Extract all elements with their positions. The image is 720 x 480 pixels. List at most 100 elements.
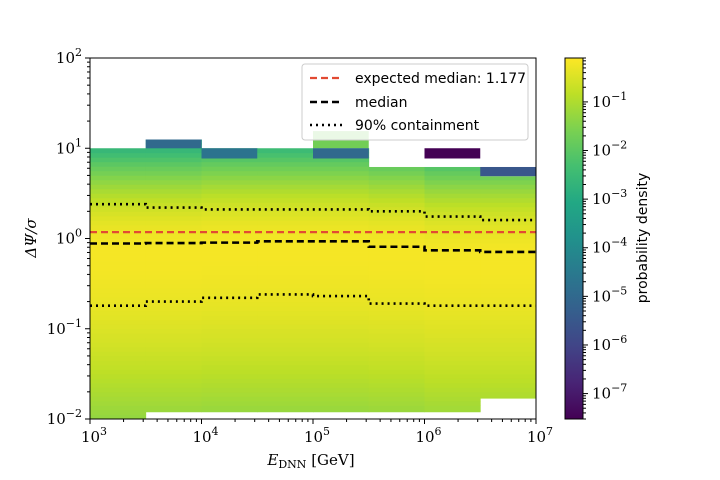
heatmap-cell bbox=[313, 324, 370, 330]
heatmap-cell bbox=[145, 337, 202, 343]
heatmap-cell bbox=[313, 297, 370, 303]
heatmap-cell bbox=[145, 261, 202, 266]
heatmap-cell bbox=[313, 378, 370, 384]
x-tick-label: 105 bbox=[304, 425, 330, 446]
heatmap-cell bbox=[313, 148, 369, 159]
heatmap-cell bbox=[313, 157, 370, 163]
heatmap-cell bbox=[145, 215, 202, 221]
heatmap-cell bbox=[480, 238, 536, 244]
heatmap-cell bbox=[201, 220, 258, 226]
heatmap-cell bbox=[368, 328, 425, 334]
heatmap-cell bbox=[90, 243, 147, 248]
heatmap-cell bbox=[201, 274, 258, 280]
heatmap-cell bbox=[145, 161, 202, 167]
heatmap-cell bbox=[145, 206, 202, 212]
heatmap-cell bbox=[90, 400, 147, 406]
colorbar: 10−7 10−6 10−5 10−4 10−3 10−2 10−1 probability… bbox=[564, 57, 651, 420]
heatmap-cell bbox=[480, 310, 536, 316]
heatmap-cell bbox=[145, 224, 202, 230]
heatmap-cell bbox=[424, 170, 481, 176]
heatmap-cell bbox=[145, 233, 202, 239]
heatmap-cell bbox=[480, 369, 536, 375]
heatmap-cell bbox=[90, 193, 147, 199]
heatmap-cell bbox=[424, 292, 481, 298]
heatmap-cell bbox=[480, 179, 536, 185]
heatmap-cell bbox=[480, 288, 536, 294]
heatmap-cell bbox=[480, 220, 536, 226]
heatmap-cell bbox=[145, 346, 202, 352]
legend-label-containment: 90% containment bbox=[355, 118, 480, 134]
heatmap-cell bbox=[257, 378, 314, 384]
colorbar-tick-label: 10−1 bbox=[592, 90, 627, 111]
heatmap-cell bbox=[257, 252, 314, 257]
heatmap-cell bbox=[313, 170, 370, 176]
heatmap-cell bbox=[145, 342, 202, 348]
plot-area bbox=[90, 131, 536, 419]
heatmap-cell bbox=[257, 292, 314, 298]
heatmap-cell bbox=[90, 319, 147, 325]
heatmap-cell bbox=[313, 220, 370, 226]
heatmap-cell bbox=[480, 243, 536, 248]
heatmap-cell bbox=[424, 297, 481, 303]
heatmap-cell bbox=[480, 176, 536, 181]
heatmap-cell bbox=[90, 148, 147, 154]
heatmap-cell bbox=[313, 396, 370, 402]
heatmap-cell bbox=[313, 193, 370, 199]
heatmap-cell bbox=[313, 197, 370, 203]
heatmap-cell bbox=[201, 342, 258, 348]
heatmap-cell bbox=[480, 279, 536, 285]
heatmap-cell bbox=[368, 292, 425, 298]
heatmap-cell bbox=[424, 184, 481, 190]
heatmap-cell bbox=[201, 301, 258, 307]
y-tick-label: 102 bbox=[56, 46, 82, 67]
containment-lower-line bbox=[90, 293, 536, 308]
heatmap-cell bbox=[201, 148, 258, 159]
heatmap-cell bbox=[368, 238, 425, 244]
heatmap-cell bbox=[90, 166, 147, 172]
heatmap-cell bbox=[90, 161, 147, 167]
heatmap-cell bbox=[424, 270, 481, 275]
heatmap-cell bbox=[368, 274, 425, 280]
heatmap-cell bbox=[368, 202, 425, 208]
heatmap-cell bbox=[368, 342, 425, 348]
heatmap-cell bbox=[201, 387, 258, 393]
heatmap-cell bbox=[313, 364, 370, 370]
heatmap-cell bbox=[90, 310, 147, 316]
heatmap-cell bbox=[201, 252, 258, 257]
heatmap-cell bbox=[257, 283, 314, 289]
heatmap-cell bbox=[480, 188, 536, 194]
heatmap-cell bbox=[257, 396, 314, 402]
heatmap-cell bbox=[313, 409, 370, 413]
x-tick-label: 103 bbox=[81, 425, 107, 446]
heatmap-cell bbox=[424, 265, 481, 271]
heatmap-cell bbox=[480, 387, 536, 393]
heatmap-cell bbox=[90, 188, 147, 194]
heatmap-cell bbox=[424, 360, 481, 366]
heatmap-cell bbox=[201, 364, 258, 370]
heatmap-cell bbox=[368, 166, 425, 172]
heatmap-cell bbox=[90, 414, 147, 419]
heatmap-cell bbox=[257, 220, 314, 226]
heatmap-cell bbox=[480, 292, 536, 298]
heatmap-cell bbox=[145, 405, 202, 411]
heatmap-cell bbox=[424, 211, 481, 217]
heatmap-cell bbox=[480, 315, 536, 321]
heatmap-cell bbox=[368, 405, 425, 411]
heatmap-cell bbox=[424, 396, 481, 402]
heatmap-cell bbox=[90, 306, 147, 312]
heatmap-cell bbox=[145, 373, 202, 379]
heatmap-cell bbox=[368, 301, 425, 307]
heatmap-cell bbox=[145, 220, 202, 226]
heatmap-cell bbox=[424, 373, 481, 379]
heatmap-cell bbox=[201, 369, 258, 375]
heatmap-cell bbox=[257, 274, 314, 280]
heatmap-cell bbox=[368, 319, 425, 325]
heatmap-cell bbox=[90, 252, 147, 257]
heatmap-cell bbox=[90, 170, 147, 176]
heatmap-cell bbox=[313, 233, 370, 239]
heatmap-cell bbox=[313, 166, 370, 172]
heatmap-cell bbox=[145, 197, 202, 203]
heatmap-cell bbox=[424, 333, 481, 339]
heatmap-cell bbox=[313, 391, 370, 397]
